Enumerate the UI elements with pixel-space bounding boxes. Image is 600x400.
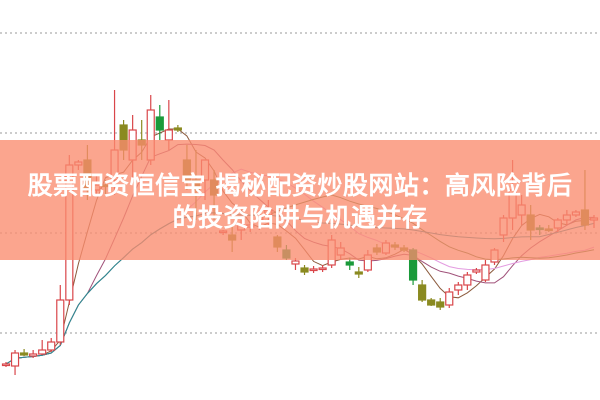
candle-body — [164, 129, 173, 141]
candle-body — [1, 363, 11, 367]
candle-body — [318, 267, 327, 271]
candle — [38, 340, 47, 355]
candle-body — [463, 274, 472, 286]
candle — [155, 105, 164, 140]
candle-body — [436, 301, 445, 308]
candle — [29, 350, 38, 358]
candle — [47, 338, 56, 352]
candle-body — [454, 284, 463, 291]
candle — [309, 266, 318, 273]
candle-body — [472, 269, 481, 273]
candle — [472, 268, 481, 274]
candle — [19, 349, 29, 356]
candle — [481, 260, 490, 282]
candle — [418, 280, 427, 302]
candle-body — [291, 260, 300, 265]
candle-body — [29, 353, 38, 357]
candle — [454, 282, 463, 295]
candle-body — [10, 352, 20, 367]
candle-body — [155, 116, 164, 131]
candle-body — [19, 352, 29, 356]
candle-body — [354, 271, 363, 275]
candle — [56, 285, 65, 345]
candle-body — [309, 268, 318, 272]
candle — [463, 272, 472, 290]
candle — [445, 288, 454, 308]
candle — [318, 265, 327, 272]
candle-body — [445, 291, 454, 306]
candle — [10, 350, 20, 375]
candle-body — [481, 264, 490, 281]
candle — [345, 258, 354, 270]
candle-body — [418, 284, 427, 301]
title-banner — [0, 140, 600, 260]
candle-body — [345, 261, 354, 266]
candle-body — [173, 127, 182, 131]
candle — [291, 258, 300, 270]
candle — [1, 362, 11, 367]
title-line-2: 的投资陷阱与机遇并存 — [172, 203, 428, 232]
candle-body — [38, 349, 47, 355]
candle — [300, 265, 309, 275]
candle-body — [300, 267, 309, 273]
candle-body — [427, 299, 436, 306]
title-line-1: 股票配资恒信宝 揭秘配资炒股网站：高风险背后 — [27, 171, 573, 200]
candle — [354, 267, 363, 278]
candle — [436, 298, 445, 310]
candle — [173, 125, 182, 132]
candle — [427, 298, 436, 306]
candle-body — [47, 341, 56, 351]
candle-body — [56, 299, 65, 343]
